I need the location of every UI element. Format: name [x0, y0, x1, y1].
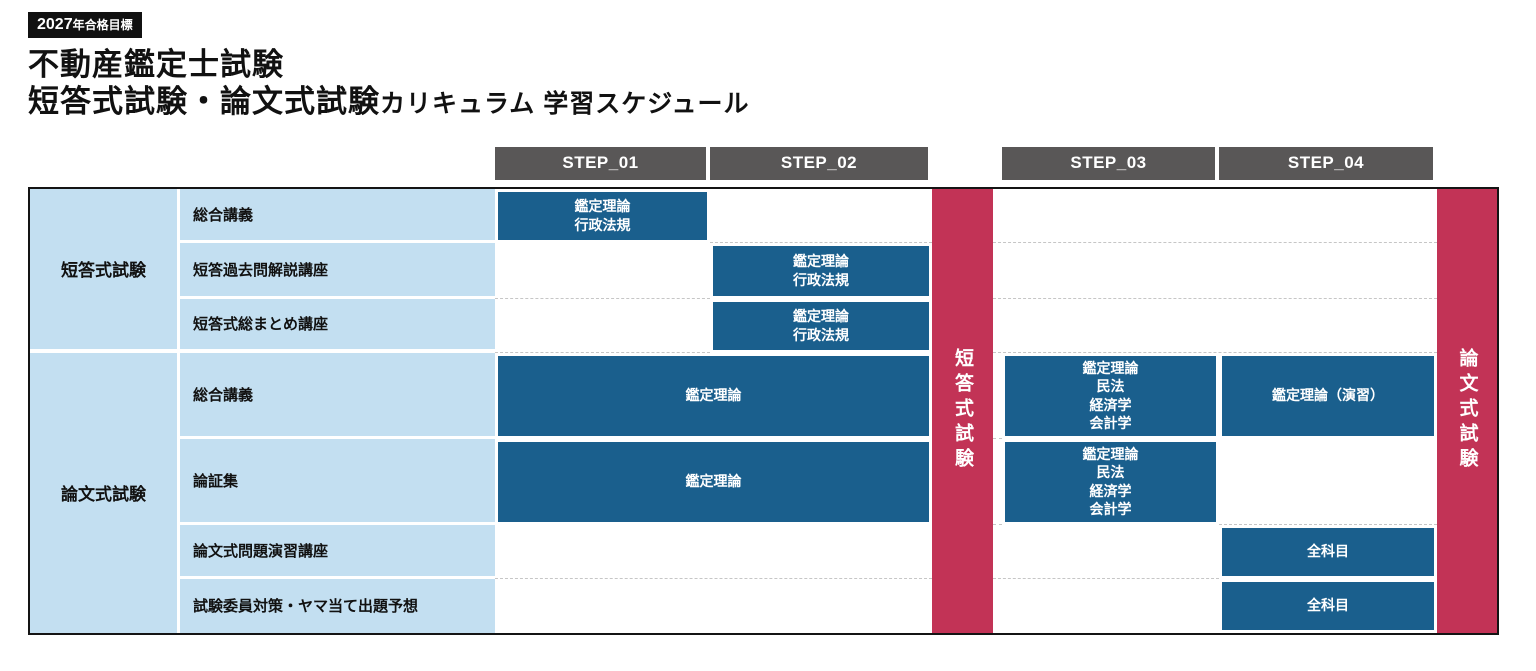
- empty-cell: [993, 299, 1437, 353]
- step-04-header: STEP_04: [1219, 146, 1433, 180]
- course-row-label: 論証集: [180, 438, 495, 525]
- ronbun-exam-vertical-bar: 論文式試験: [1437, 188, 1497, 633]
- empty-cell: [993, 353, 1002, 439]
- schedule-cell: 鑑定理論 民法 経済学 会計学: [1002, 438, 1219, 525]
- subtitle-sub: カリキュラム 学習スケジュール: [380, 90, 750, 119]
- empty-cell: [993, 579, 1219, 633]
- tanto-exam-vertical-label: 短答式試験: [952, 348, 973, 474]
- schedule-cell: 鑑定理論（演習）: [1219, 352, 1437, 439]
- empty-cell: [495, 579, 932, 633]
- empty-cell: [710, 189, 932, 243]
- ronbun-exam-vertical-label: 論文式試験: [1456, 348, 1478, 474]
- empty-cell: [993, 525, 1219, 579]
- empty-cell: [993, 243, 1437, 299]
- schedule-cell: 鑑定理論 行政法規: [495, 188, 710, 243]
- schedule-cell: 鑑定理論: [495, 438, 932, 525]
- schedule-cell: 鑑定理論: [495, 352, 932, 439]
- empty-cell: [993, 189, 1437, 243]
- target-year-badge: 2027年合格目標: [28, 12, 142, 39]
- exam-title: 不動産鑑定士試験: [28, 47, 284, 83]
- badge-year: 2027: [37, 16, 73, 33]
- schedule-cell: 鑑定理論 行政法規: [710, 242, 932, 299]
- step-01-header: STEP_01: [495, 146, 706, 180]
- steps-header: STEP_01 STEP_02 STEP_03 STEP_04: [28, 146, 1536, 180]
- curriculum-subtitle: 短答式試験・論文式試験カリキュラム 学習スケジュール: [28, 83, 1536, 120]
- empty-cell: [495, 299, 710, 353]
- empty-cell: [993, 439, 1002, 525]
- group-label-ronbun-exam: 論文式試験: [30, 352, 180, 633]
- schedule-cell: 全科目: [1219, 524, 1437, 579]
- empty-cell: [495, 243, 710, 299]
- empty-cell: [495, 525, 932, 579]
- schedule-cell: 鑑定理論 行政法規: [710, 298, 932, 353]
- subtitle-main: 短答式試験・論文式試験: [28, 84, 380, 120]
- empty-cell: [1219, 439, 1437, 525]
- course-row-label: 総合講義: [180, 352, 495, 439]
- schedule-cell: 鑑定理論 民法 経済学 会計学: [1002, 352, 1219, 439]
- schedule-table: 短答式試験 論文式試験 総合講義 短答過去問解説講座 短答式総まとめ講座 総合講…: [28, 186, 1499, 635]
- step-02-header: STEP_02: [710, 146, 928, 180]
- course-row-label: 論文式問題演習講座: [180, 524, 495, 579]
- course-row-label: 総合講義: [180, 188, 495, 243]
- group-label-tanto-exam: 短答式試験: [30, 188, 180, 353]
- schedule-cell: 全科目: [1219, 578, 1437, 633]
- course-row-label: 短答式総まとめ講座: [180, 298, 495, 353]
- tanto-exam-vertical-bar: 短答式試験: [932, 188, 993, 633]
- course-row-label: 短答過去問解説講座: [180, 242, 495, 299]
- badge-text: 年合格目標: [72, 18, 133, 32]
- course-row-label: 試験委員対策・ヤマ当て出題予想: [180, 578, 495, 633]
- step-03-header: STEP_03: [1002, 146, 1215, 180]
